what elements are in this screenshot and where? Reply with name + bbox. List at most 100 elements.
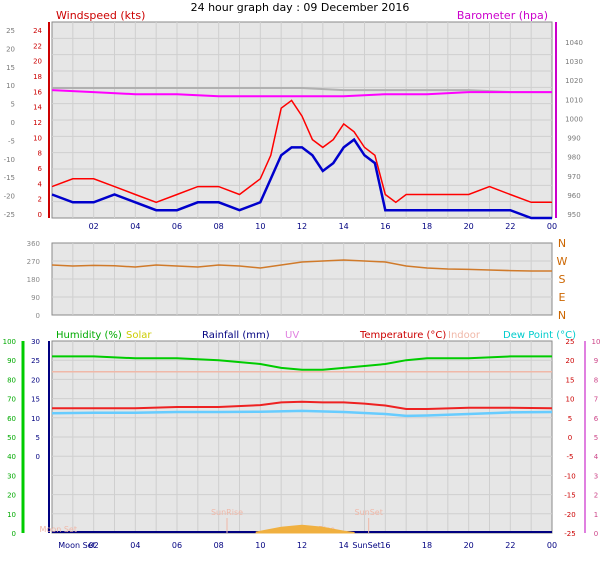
windspeed-secondary-tick: 0: [11, 119, 15, 127]
x-tick-label: 06: [172, 541, 182, 550]
x-tick-label: 08: [214, 222, 224, 231]
temperature-tick: 20: [566, 357, 575, 365]
event-label: SunSet: [354, 508, 382, 517]
x-tick-label: 00: [547, 222, 557, 231]
uv-tick: 4: [594, 453, 599, 461]
x-tick-label: 10: [255, 222, 265, 231]
barometer-tick: 1010: [565, 96, 583, 104]
humidity-line: [52, 355, 552, 371]
x-tick-label: 16: [380, 222, 390, 231]
windspeed-tick: 22: [33, 42, 42, 50]
windspeed-tick: 14: [33, 104, 42, 112]
barometer-line: [51, 89, 552, 98]
x-tick-label: 12: [297, 541, 307, 550]
graph-title: 24 hour graph day : 09 December 2016: [191, 1, 410, 14]
windspeed-tick: 4: [38, 180, 43, 188]
windspeed-label: Windspeed (kts): [56, 9, 145, 22]
windspeed-secondary-tick: 20: [6, 45, 15, 53]
windspeed-secondary-tick: 10: [6, 82, 15, 90]
compass-label: N: [558, 309, 566, 322]
humidity-tick: 10: [7, 511, 16, 519]
axis-event-label: Moon Set: [58, 541, 95, 550]
temperature-tick: -25: [564, 530, 575, 538]
rainfall-tick: 5: [36, 434, 40, 442]
x-tick-label: 22: [505, 222, 515, 231]
uv-tick: 3: [594, 472, 598, 480]
windspeed-secondary-tick: -10: [4, 156, 15, 164]
uv-tick: 6: [594, 415, 599, 423]
x-tick-label: 08: [214, 541, 224, 550]
windspeed-tick: 6: [38, 165, 43, 173]
event-label: SunRise: [211, 508, 243, 517]
x-tick-label: 02: [89, 222, 99, 231]
windspeed-tick: 18: [33, 73, 42, 81]
humidity-tick: 50: [7, 434, 16, 442]
rain-label: Rainfall (mm): [202, 330, 270, 341]
x-tick-label: 14: [339, 222, 349, 231]
compass-label: E: [559, 291, 566, 304]
x-tick-label: 16: [380, 541, 390, 550]
temp-humidity-panel: Humidity (%) Solar Rainfall (mm) UV Temperat…: [3, 330, 601, 550]
uv-tick: 9: [594, 357, 598, 365]
solar-label: Solar: [126, 330, 152, 341]
barometer-indoor-line: [52, 87, 552, 94]
compass-label: W: [557, 255, 568, 268]
x-tick-label: 18: [422, 541, 432, 550]
wind-gust-line: [51, 99, 552, 204]
rainfall-tick: 20: [31, 376, 40, 384]
x-tick-label: 10: [255, 541, 265, 550]
humidity-tick: 40: [7, 453, 16, 461]
temperature-line: [52, 400, 553, 410]
temperature-tick: -5: [567, 453, 574, 461]
direction-tick: 360: [27, 240, 40, 248]
windspeed-tick: 8: [38, 150, 42, 158]
x-tick-label: 00: [547, 541, 557, 550]
barometer-tick: 1040: [565, 39, 583, 47]
x-tick-label: 14: [339, 541, 349, 550]
barometer-tick: 980: [567, 154, 580, 162]
rainfall-tick: 15: [31, 396, 40, 404]
compass-label: S: [559, 273, 566, 286]
dew-label: Dew Point (°C): [503, 330, 576, 341]
barometer-tick: 1020: [565, 77, 583, 85]
x-tick-label: 20: [464, 541, 474, 550]
humidity-tick: 70: [7, 396, 16, 404]
windspeed-tick: 20: [33, 58, 42, 66]
windspeed-tick: 10: [33, 134, 42, 142]
temperature-tick: -15: [564, 492, 575, 500]
barometer-tick: 1030: [565, 58, 583, 66]
temperature-tick: 15: [566, 376, 575, 384]
humidity-label: Humidity (%): [56, 330, 122, 341]
temperature-tick: 0: [568, 434, 572, 442]
rainfall-tick: 25: [31, 357, 40, 365]
windspeed-tick: 16: [33, 88, 42, 96]
humidity-tick: 30: [7, 472, 16, 480]
uv-tick: 2: [594, 492, 598, 500]
x-tick-label: 12: [297, 222, 307, 231]
compass-label: N: [558, 237, 566, 250]
windspeed-secondary-tick: 25: [6, 27, 15, 35]
event-label: Moon Set: [40, 525, 77, 534]
x-tick-label: 20: [464, 222, 474, 231]
x-tick-label: 22: [505, 541, 515, 550]
rainfall-tick: 0: [36, 453, 40, 461]
barometer-tick: 970: [567, 173, 580, 181]
windspeed-secondary-tick: 5: [11, 101, 15, 109]
indoor-label: Indoor: [448, 330, 481, 341]
x-tick-label: 18: [422, 222, 432, 231]
direction-tick: 180: [27, 276, 40, 284]
wind-average-line: [51, 137, 552, 220]
temperature-tick: 25: [566, 338, 575, 346]
direction-tick: 270: [27, 258, 40, 266]
uv-tick: 7: [594, 396, 598, 404]
x-tick-label: 06: [172, 222, 182, 231]
temperature-tick: -20: [564, 511, 575, 519]
temperature-tick: 5: [568, 415, 572, 423]
x-tick-label: 04: [130, 541, 140, 550]
humidity-tick: 80: [7, 376, 16, 384]
direction-tick: 0: [36, 312, 40, 320]
uv-tick: 10: [592, 338, 601, 346]
humidity-tick: 60: [7, 415, 16, 423]
